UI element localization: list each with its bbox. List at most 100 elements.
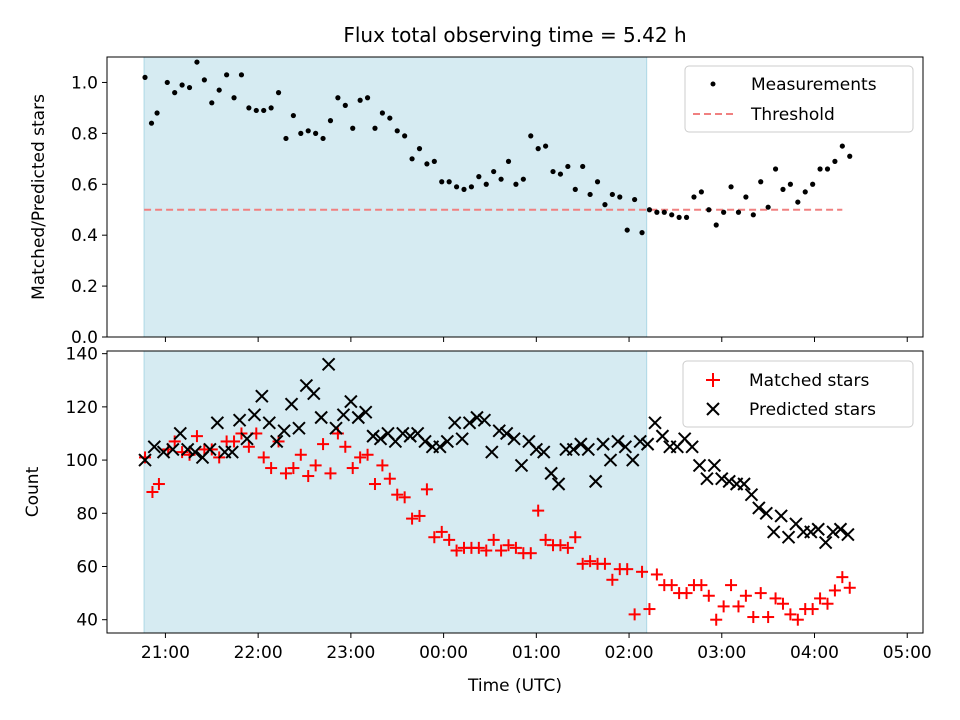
counts-panel: 40 60 80 100 120 140 21:00 22:00 23:00 00:00 01:0… xyxy=(23,345,932,696)
measurement-point xyxy=(824,166,831,172)
predicted-star-marker xyxy=(255,389,269,403)
y-tick-label: 100 xyxy=(66,451,98,471)
measurement-point xyxy=(209,100,215,106)
predicted-star-marker xyxy=(359,405,373,419)
measurement-point xyxy=(148,120,155,126)
measurement-point xyxy=(728,184,734,190)
matched-star-marker xyxy=(368,478,381,491)
matched-star-marker xyxy=(376,459,389,472)
measurement-points xyxy=(142,59,853,236)
measurement-point xyxy=(342,102,348,108)
matched-star-marker xyxy=(317,438,330,451)
measurement-point xyxy=(743,194,749,200)
predicted-star-marker xyxy=(492,424,506,438)
legend-label-threshold: Threshold xyxy=(750,105,835,125)
measurement-point xyxy=(491,168,497,175)
chart-title: Flux total observing time = 5.42 h xyxy=(343,23,686,47)
predicted-star-marker xyxy=(277,424,291,438)
legend-marker-matched xyxy=(706,373,720,387)
matched-star-marker xyxy=(769,592,782,605)
predicted-star-marker xyxy=(321,357,336,372)
predicted-star-marker xyxy=(203,442,217,457)
predicted-star-marker xyxy=(581,442,595,457)
predicted-star-marker xyxy=(262,416,276,430)
measurement-point xyxy=(483,181,489,187)
predicted-star-marker xyxy=(781,530,796,544)
measurement-point xyxy=(424,161,430,167)
predicted-star-marker xyxy=(648,416,662,430)
measurement-point xyxy=(364,95,371,101)
counts-y-axis-label: Count xyxy=(23,466,43,517)
predicted-star-marker xyxy=(292,421,306,435)
matched-star-marker xyxy=(710,613,723,626)
matched-star-marker xyxy=(725,579,738,592)
matched-star-marker xyxy=(836,571,849,584)
predicted-star-marker xyxy=(752,501,766,515)
counts-axes-frame xyxy=(106,350,924,634)
ratio-y-axis-label: Matched/Predicted stars xyxy=(29,94,49,300)
matched-star-marker xyxy=(152,478,165,491)
measurement-point xyxy=(268,105,274,111)
matched-star-marker xyxy=(146,486,159,498)
predicted-star-marker xyxy=(477,413,492,427)
matched-star-marker xyxy=(272,435,285,448)
matched-star-marker xyxy=(391,488,404,501)
predicted-star-marker xyxy=(529,442,544,457)
predicted-star-marker xyxy=(767,525,781,539)
predicted-star-marker xyxy=(138,453,152,467)
measurement-point xyxy=(194,59,200,65)
measurement-point xyxy=(624,227,630,233)
predicted-star-marker xyxy=(618,440,633,454)
matched-star-marker xyxy=(539,533,552,546)
predicted-star-marker xyxy=(811,522,825,536)
matched-star-marker xyxy=(643,603,656,616)
predicted-star-marker xyxy=(707,458,722,473)
matched-star-marker xyxy=(806,603,819,616)
measurement-point xyxy=(839,143,845,149)
matched-star-marker xyxy=(665,579,678,592)
y-tick-label: 0.0 xyxy=(71,328,98,348)
predicted-star-marker xyxy=(284,397,299,411)
predicted-star-marker xyxy=(633,434,647,449)
predicted-star-marker xyxy=(841,527,855,542)
measurement-point xyxy=(550,168,556,175)
matched-star-marker xyxy=(762,611,775,624)
measurement-point xyxy=(617,194,623,200)
predicted-star-marker xyxy=(418,434,432,449)
measurement-point xyxy=(313,130,319,136)
predicted-star-points xyxy=(138,357,855,550)
x-tick-label: 03:00 xyxy=(697,643,746,663)
measurement-point xyxy=(154,110,160,116)
measurement-point xyxy=(379,110,385,116)
predicted-star-marker xyxy=(544,466,558,481)
predicted-star-marker xyxy=(307,386,321,401)
ratio-legend-box xyxy=(684,65,914,133)
x-tick-label: 04:00 xyxy=(790,643,839,663)
matched-star-marker xyxy=(302,470,315,483)
matched-star-marker xyxy=(309,459,322,472)
matched-star-marker xyxy=(242,440,255,453)
measurement-point xyxy=(402,133,408,139)
predicted-star-marker xyxy=(440,434,455,449)
predicted-star-marker xyxy=(225,445,239,459)
predicted-star-marker xyxy=(247,408,262,422)
matched-star-marker xyxy=(398,491,411,504)
measurement-point xyxy=(817,166,823,172)
y-tick-label: 60 xyxy=(76,557,98,577)
legend-marker-predicted xyxy=(706,402,720,416)
measurement-point xyxy=(580,163,586,170)
matched-star-marker xyxy=(650,568,663,581)
predicted-star-marker xyxy=(818,535,833,550)
measurement-point xyxy=(224,72,230,78)
counts-legend-box xyxy=(682,360,914,428)
measurement-point xyxy=(669,212,675,218)
matched-star-marker xyxy=(190,430,203,443)
predicted-star-marker xyxy=(655,429,670,443)
predicted-star-marker xyxy=(396,426,410,441)
y-tick-label: 0.8 xyxy=(71,124,98,144)
predicted-star-marker xyxy=(611,434,625,449)
measurement-point xyxy=(646,207,653,213)
matched-star-marker xyxy=(739,589,752,602)
predicted-star-marker xyxy=(329,421,343,435)
